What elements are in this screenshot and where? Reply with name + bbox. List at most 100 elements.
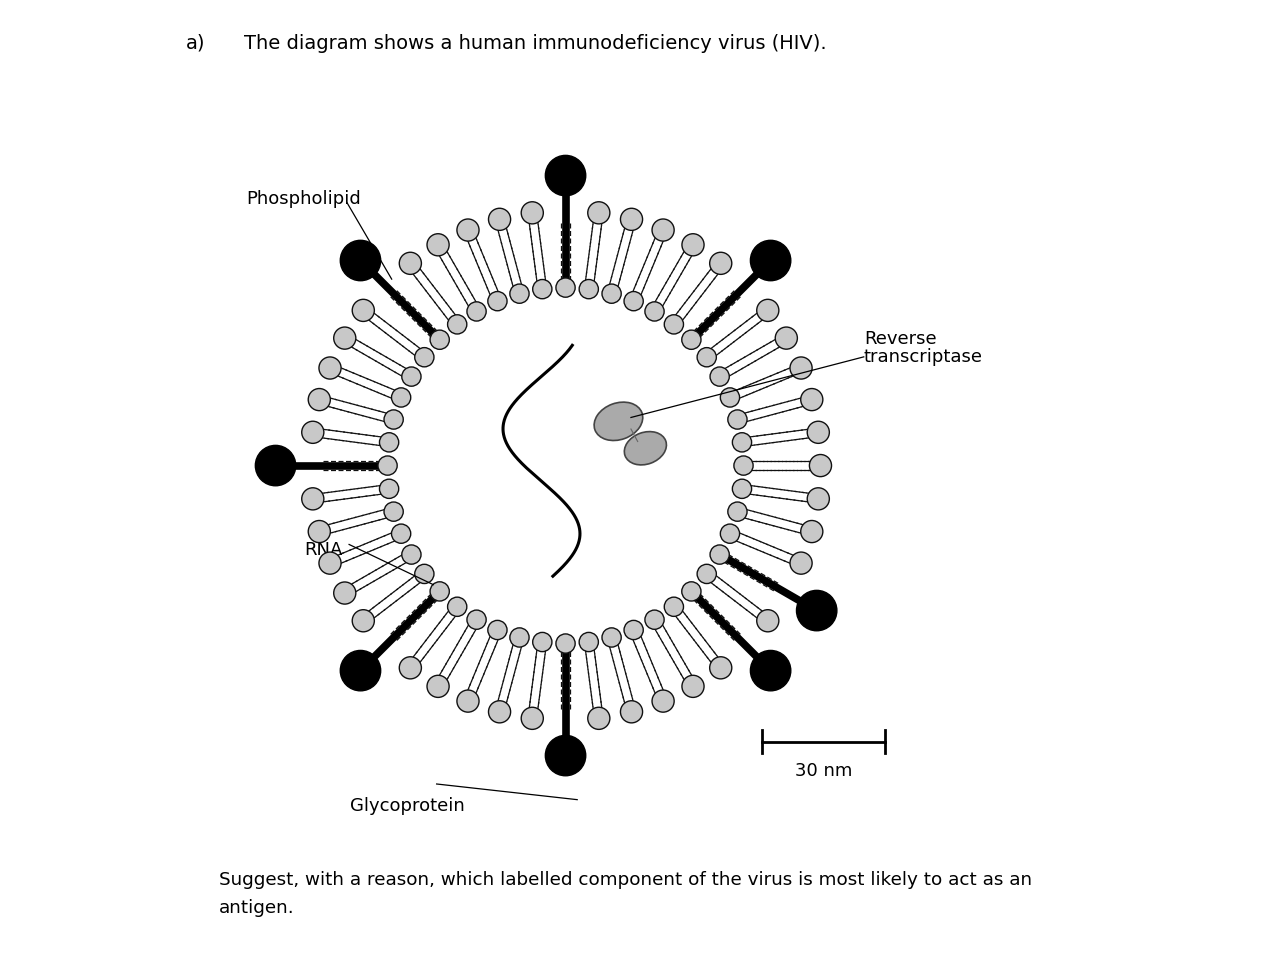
Circle shape — [790, 357, 812, 380]
Circle shape — [734, 456, 753, 476]
Circle shape — [533, 632, 553, 652]
Circle shape — [709, 657, 731, 679]
Circle shape — [457, 220, 479, 242]
Circle shape — [533, 281, 553, 300]
Circle shape — [797, 591, 837, 631]
Circle shape — [682, 234, 704, 257]
Circle shape — [384, 503, 403, 522]
Circle shape — [415, 565, 434, 584]
Circle shape — [732, 433, 752, 453]
Text: transcriptase: transcriptase — [864, 348, 983, 366]
Circle shape — [721, 525, 740, 544]
Circle shape — [400, 253, 421, 275]
Circle shape — [587, 203, 610, 225]
Circle shape — [709, 253, 731, 275]
Text: The diagram shows a human immunodeficiency virus (HIV).: The diagram shows a human immunodeficien… — [244, 34, 826, 53]
Circle shape — [545, 735, 586, 776]
Circle shape — [379, 480, 398, 499]
Circle shape — [392, 388, 411, 407]
Circle shape — [750, 651, 790, 691]
Circle shape — [682, 582, 702, 602]
Circle shape — [400, 301, 731, 631]
Circle shape — [488, 209, 510, 232]
Ellipse shape — [594, 403, 642, 441]
Circle shape — [801, 521, 822, 543]
Circle shape — [334, 328, 356, 350]
Circle shape — [427, 676, 450, 698]
Circle shape — [625, 292, 644, 311]
Circle shape — [302, 422, 324, 444]
Circle shape — [580, 632, 599, 652]
Text: Reverse: Reverse — [864, 330, 937, 348]
Circle shape — [750, 241, 790, 282]
Circle shape — [625, 621, 644, 640]
Circle shape — [801, 389, 822, 411]
Circle shape — [378, 456, 397, 476]
Text: Phospholipid: Phospholipid — [247, 190, 361, 208]
Circle shape — [587, 707, 610, 729]
Circle shape — [601, 628, 621, 648]
Circle shape — [522, 707, 544, 729]
Circle shape — [302, 488, 324, 510]
Circle shape — [810, 456, 831, 478]
Circle shape — [645, 303, 664, 322]
Text: antigen.: antigen. — [220, 899, 294, 917]
Circle shape — [402, 367, 421, 386]
Circle shape — [308, 521, 330, 543]
Circle shape — [319, 553, 341, 575]
Circle shape — [341, 651, 380, 691]
Circle shape — [466, 610, 486, 629]
Circle shape — [392, 525, 411, 544]
Circle shape — [807, 488, 829, 510]
Circle shape — [621, 701, 642, 723]
Circle shape — [698, 565, 716, 584]
Circle shape — [556, 634, 576, 653]
Circle shape — [732, 480, 752, 499]
Circle shape — [352, 610, 374, 632]
Circle shape — [488, 701, 510, 723]
Circle shape — [352, 300, 374, 322]
Circle shape — [308, 389, 330, 411]
Text: 30 nm: 30 nm — [794, 761, 852, 779]
Circle shape — [556, 279, 576, 298]
Circle shape — [651, 690, 675, 712]
Circle shape — [790, 553, 812, 575]
Circle shape — [427, 234, 450, 257]
Circle shape — [488, 621, 508, 640]
Circle shape — [651, 220, 675, 242]
Circle shape — [601, 284, 621, 304]
Circle shape — [711, 546, 730, 565]
Circle shape — [319, 357, 341, 380]
Circle shape — [447, 315, 466, 334]
Circle shape — [466, 303, 486, 322]
Circle shape — [510, 284, 529, 304]
Circle shape — [711, 367, 730, 386]
Circle shape — [341, 241, 380, 282]
Circle shape — [580, 281, 599, 300]
Circle shape — [402, 545, 421, 564]
Circle shape — [334, 582, 356, 604]
Circle shape — [384, 410, 403, 430]
Circle shape — [522, 203, 544, 225]
Circle shape — [645, 610, 664, 629]
Circle shape — [457, 690, 479, 712]
Text: Glycoprotein: Glycoprotein — [350, 797, 465, 814]
Circle shape — [757, 610, 779, 632]
Circle shape — [721, 388, 740, 407]
Text: Suggest, with a reason, which labelled component of the virus is most likely to : Suggest, with a reason, which labelled c… — [220, 870, 1032, 888]
Circle shape — [545, 157, 586, 197]
Circle shape — [400, 301, 731, 631]
Circle shape — [447, 598, 466, 617]
Circle shape — [256, 446, 296, 486]
Circle shape — [727, 410, 747, 430]
Ellipse shape — [625, 432, 667, 465]
Circle shape — [379, 433, 398, 453]
Circle shape — [430, 331, 450, 350]
Text: a): a) — [185, 34, 206, 53]
Circle shape — [430, 582, 450, 602]
Circle shape — [682, 676, 704, 698]
Circle shape — [727, 503, 747, 522]
Circle shape — [698, 348, 716, 367]
Circle shape — [807, 422, 829, 444]
Circle shape — [757, 300, 779, 322]
